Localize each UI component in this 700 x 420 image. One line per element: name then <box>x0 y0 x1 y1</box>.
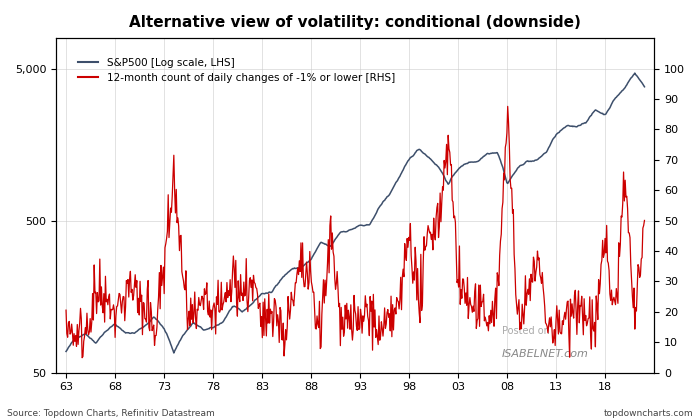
Text: ISABELNET.com: ISABELNET.com <box>502 349 589 359</box>
Legend: S&P500 [Log scale, LHS], 12-month count of daily changes of -1% or lower [RHS]: S&P500 [Log scale, LHS], 12-month count … <box>74 53 399 87</box>
Text: topdowncharts.com: topdowncharts.com <box>603 409 693 418</box>
Text: Posted on: Posted on <box>502 326 550 336</box>
Title: Alternative view of volatility: conditional (downside): Alternative view of volatility: conditio… <box>130 15 581 30</box>
Text: Source: Topdown Charts, Refinitiv Datastream: Source: Topdown Charts, Refinitiv Datast… <box>7 409 215 418</box>
